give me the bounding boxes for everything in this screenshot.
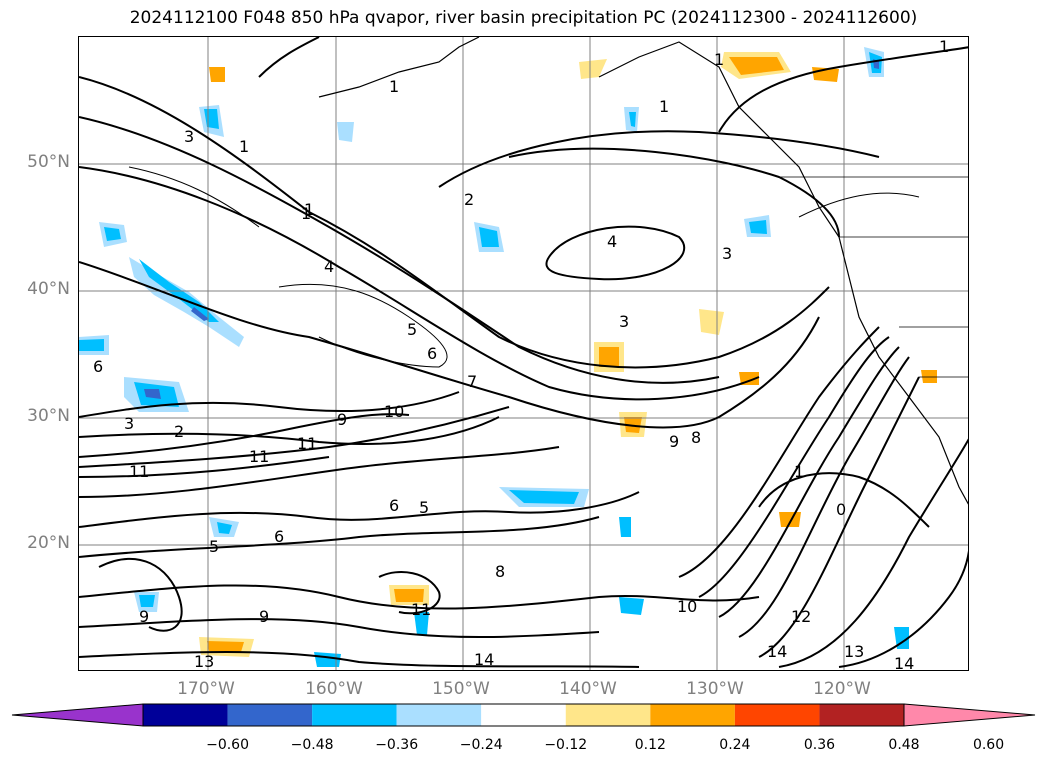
contour-label: 3: [184, 127, 194, 146]
contour-label: 6: [274, 527, 284, 546]
contour-label: 11: [129, 462, 149, 481]
contour-label: 12: [791, 607, 811, 626]
contour-label: 1: [939, 37, 949, 56]
qvapor-thin-contours: [128, 166, 920, 368]
contour-label: 14: [767, 642, 787, 661]
contour-label: 8: [495, 562, 505, 581]
contour-label: 9: [337, 410, 347, 429]
contour-label: 0: [836, 500, 846, 519]
contour-label: 11: [249, 447, 269, 466]
colorbar-outline: [142, 703, 905, 727]
contour-label: 6: [427, 344, 437, 363]
colorbar-segments: [11, 703, 1036, 727]
lat-label-40n: 40°N: [27, 279, 70, 299]
contour-label: 14: [894, 654, 914, 671]
lon-label-160w: 160°W: [305, 679, 363, 699]
lat-label-50n: 50°N: [27, 152, 70, 172]
contour-label: 2: [464, 190, 474, 209]
lon-label-140w: 140°W: [559, 679, 617, 699]
colorbar-segment: [143, 704, 228, 726]
contour-label: 4: [607, 232, 617, 251]
contour-label: 9: [139, 607, 149, 626]
colorbar-segment: [312, 704, 397, 726]
precip-shading: [79, 47, 937, 667]
contour-label: 1: [301, 204, 311, 223]
contour-label: 1: [389, 77, 399, 96]
contour-label: 10: [384, 402, 404, 421]
contour-label: 3: [124, 414, 134, 433]
colorbar-tick-label: 0.24: [719, 737, 751, 753]
contour-label: 1: [659, 97, 669, 116]
colorbar-tick-label: −0.12: [544, 737, 588, 753]
colorbar-segment: [650, 704, 735, 726]
contour-label: 5: [419, 498, 429, 517]
colorbar-segment: [227, 704, 313, 726]
contour-label: 3: [722, 244, 732, 263]
colorbar-extend-high: [903, 703, 1036, 727]
lon-label-150w: 150°W: [432, 679, 490, 699]
colorbar-tick-label: −0.60: [206, 737, 249, 753]
colorbar-segment: [734, 704, 820, 726]
contour-label: 13: [844, 642, 864, 661]
colorbar-segment: [396, 704, 482, 726]
contour-label: 1: [794, 462, 804, 481]
colorbar-segment: [481, 704, 566, 726]
map-title: 2024112100 F048 850 hPa qvapor, river ba…: [129, 8, 918, 28]
lat-label-20n: 20°N: [27, 533, 70, 553]
contour-label: 6: [93, 357, 103, 376]
contour-label: 9: [669, 432, 679, 451]
contour-label: 1: [714, 50, 724, 69]
contour-label: 1: [239, 137, 249, 156]
colorbar-tick-label: −0.24: [459, 737, 503, 753]
coastlines: [318, 37, 968, 505]
lat-label-30n: 30°N: [27, 406, 70, 426]
colorbar-tick-label: −0.36: [375, 737, 419, 753]
map-panel: 1 1 1 1 1 1 1 2 3 3 3 4 4 5 5 6 6 7 8 8 …: [78, 36, 969, 671]
contour-label: 3: [619, 312, 629, 331]
contour-label: 8: [691, 428, 701, 447]
colorbar-tick-label: 0.12: [634, 737, 666, 753]
colorbar-tick-label: 0.48: [888, 737, 920, 753]
contour-label: 4: [324, 257, 334, 276]
contour-label: 1: [304, 200, 314, 219]
colorbar: [11, 703, 1036, 727]
colorbar-tick-label: −0.48: [290, 737, 334, 753]
colorbar-extend-low: [11, 703, 144, 727]
qvapor-contours: [79, 37, 968, 668]
contour-labels: 1 1 1 1 1 1 1 2 3 3 3 4 4 5 5 6 6 7 8 8 …: [93, 37, 949, 671]
colorbar-segment: [819, 704, 904, 726]
map-canvas: 1 1 1 1 1 1 1 2 3 3 3 4 4 5 5 6 6 7 8 8 …: [79, 37, 968, 671]
contour-label: 10: [677, 597, 697, 616]
contour-label: 2: [174, 422, 184, 441]
contour-label: 6: [389, 496, 399, 515]
contour-label: 11: [411, 600, 431, 619]
contour-label: 5: [209, 537, 219, 556]
contour-label: 9: [259, 607, 269, 626]
contour-label: 14: [474, 650, 494, 669]
graticule: [79, 37, 968, 670]
colorbar-tick-label: 0.36: [803, 737, 836, 753]
lon-label-130w: 130°W: [686, 679, 744, 699]
contour-label: 11: [297, 434, 317, 453]
contour-label: 13: [194, 652, 214, 671]
contour-label: 7: [467, 372, 477, 391]
colorbar-segment: [565, 704, 651, 726]
lon-label-120w: 120°W: [813, 679, 871, 699]
colorbar-tick-label: 0.60: [972, 737, 1005, 753]
contour-label: 5: [407, 320, 417, 339]
lon-label-170w: 170°W: [177, 679, 235, 699]
